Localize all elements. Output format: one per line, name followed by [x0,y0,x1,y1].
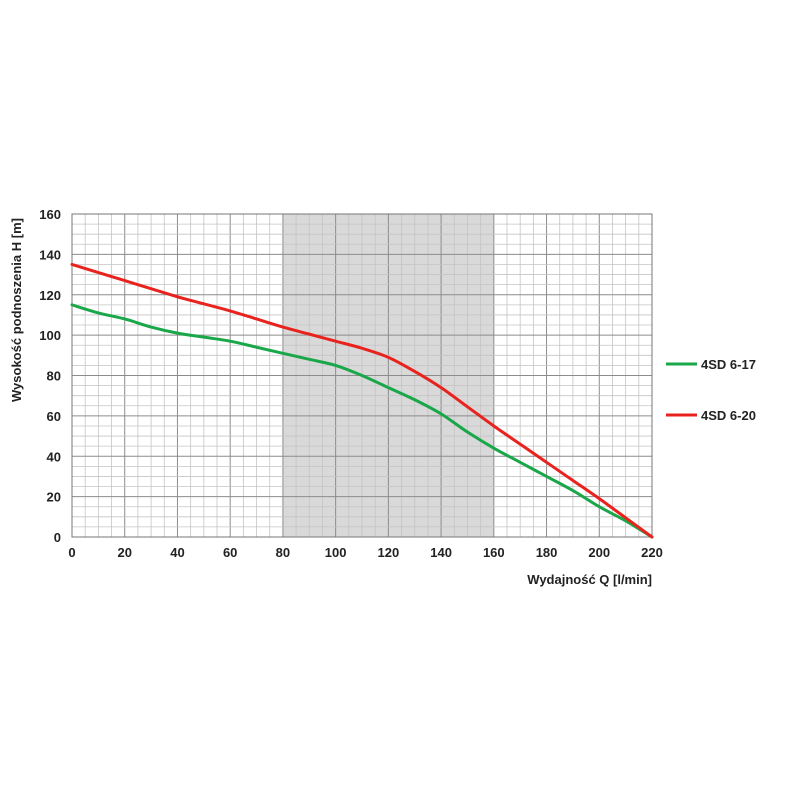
y-tick-label: 20 [47,490,61,505]
x-tick-label: 40 [170,545,184,560]
series-line-1 [70,303,654,539]
y-tick-label: 80 [47,369,61,384]
y-tick-label: 120 [39,288,61,303]
y-tick-label: 160 [39,207,61,222]
x-tick-label: 80 [276,545,290,560]
y-tick-label: 140 [39,247,61,262]
y-tick-label: 40 [47,449,61,464]
x-tick-label: 60 [223,545,237,560]
y-tick-label: 100 [39,328,61,343]
chart-series [70,262,654,539]
x-tick-label: 220 [641,545,663,560]
x-tick-label: 120 [378,545,400,560]
plot-frame [71,213,653,538]
x-tick-label: 100 [325,545,347,560]
y-tick-label: 60 [47,409,61,424]
series-line-2 [70,262,654,539]
x-tick-label: 140 [430,545,452,560]
legend-label-2: 4SD 6-20 [701,408,756,423]
x-tick-label: 160 [483,545,505,560]
x-tick-label: 20 [117,545,131,560]
y-axis-title: Wysokość podnoszenia H [m] [9,218,24,402]
x-tick-label: 200 [588,545,610,560]
x-tick-label: 180 [536,545,558,560]
legend-label-1: 4SD 6-17 [701,357,756,372]
x-tick-label: 0 [68,545,75,560]
axis-tick-labels: 0 20 40 60 80 100 120 140 160 180 200 220 0 20 40 60 80 1… [39,207,663,560]
chart-grid [71,213,653,538]
y-tick-label: 0 [54,530,61,545]
chart-legend: 4SD 6-17 4SD 6-20 [666,357,756,423]
x-axis-title: Wydajność Q [l/min] [527,572,652,587]
